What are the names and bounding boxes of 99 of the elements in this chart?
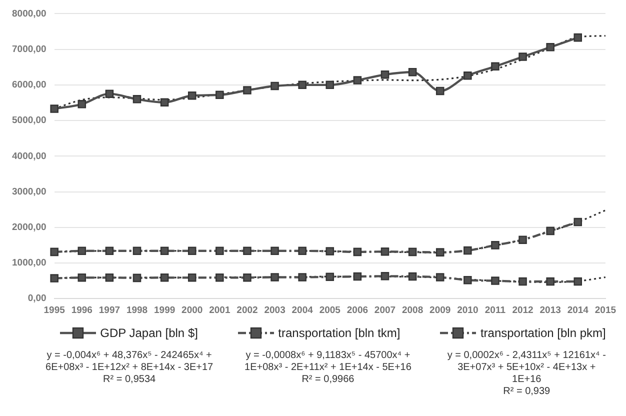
point [326,80,334,90]
y-tick-label: 4000,00 [12,150,46,162]
point [518,236,527,244]
point [50,248,58,256]
point [546,226,554,236]
x-tick-label: 2004 [292,304,314,316]
text: R² = 0,939 [502,386,552,398]
point [78,246,86,256]
x-tick-label: 2013 [540,304,561,316]
x-tick-label: 2008 [402,304,424,316]
point [464,72,472,80]
point [353,248,362,256]
x-tick-label: 2000 [182,304,203,316]
point [132,95,142,104]
point [216,246,224,256]
x-tick-label: 1999 [154,304,176,316]
y-tick-label: 5000,00 [12,115,46,126]
point [50,274,58,282]
x-tick-label: 1998 [126,304,148,316]
point [353,272,362,281]
point [243,86,252,94]
point [408,272,417,281]
point [78,273,86,282]
point [216,273,224,282]
point [436,86,444,96]
point [491,241,500,250]
point [353,76,362,84]
x-tick-label: 2011 [484,304,506,316]
text: R² = 0,9534 [102,374,157,386]
x-tick-label: 1997 [98,304,120,316]
point [574,277,582,286]
x-tick-label: 1996 [71,304,92,316]
point [132,246,142,256]
point [188,246,196,256]
point [491,62,500,71]
text: y = 0,0002x⁶ - 2,4311x⁵ + 12161x⁴ - 3E+07x³ + 5E+10x² - 4E+13x + 1E+16 [446,350,607,386]
legend-label: GDP Japan [bln $] [100,326,198,340]
x-tick-label: 2010 [457,304,478,316]
point [380,70,390,79]
point [270,246,279,256]
point [326,272,334,282]
point [78,100,86,108]
point [436,248,444,256]
point [105,273,114,282]
x-tick-label: 2002 [236,304,258,316]
point [298,273,306,282]
point [464,276,472,284]
point [105,246,114,256]
point [270,82,279,90]
x-tick-label: 2001 [209,304,231,316]
point [270,273,279,282]
point [380,247,390,256]
x-tick-label: 1995 [44,304,66,316]
point [408,248,417,256]
point [132,274,142,282]
point [160,98,169,107]
point [408,68,417,76]
point [298,80,306,90]
x-tick-label: 2007 [374,304,396,316]
point [298,246,306,256]
point [243,246,252,256]
legend-label: transportation [bln pkm] [480,326,606,340]
point [546,277,554,286]
x-tick-label: 2003 [264,304,286,316]
x-tick-label: 2005 [319,304,342,316]
point [326,247,334,256]
point [436,273,444,282]
text: y = -0,004x⁶ + 48,376x⁵ - 242465x⁴ + 6E+08x³ - 1E+12x² + 8E+14x - 3E+17 [45,350,214,374]
y-tick-label: 7000,00 [12,44,46,55]
point [464,246,472,255]
text: R² = 0,9966 [300,374,356,386]
y-tick-label: 3000,00 [12,186,46,198]
point [160,246,169,256]
point [50,104,58,113]
point [491,276,500,285]
point [518,277,527,286]
point [243,273,252,282]
legend-label: transportation [bln tkm] [278,326,400,340]
y-tick-label: 8000,00 [12,8,46,20]
point [188,273,196,282]
x-tick-label: 2014 [567,304,590,316]
x-tick-label: 2006 [346,304,368,316]
y-tick-label: 1000,00 [12,258,46,269]
text: y = -0,0008x⁶ + 9,1183x⁵ - 45700x⁴ + 1E+08x³ - 2E+11x² + 1E+14x - 5E+16 [244,350,412,374]
y-tick-label: 2000,00 [12,222,46,233]
point [380,272,390,280]
point [574,218,582,226]
point [216,90,224,100]
point [188,91,196,100]
point [518,52,527,61]
point [546,43,554,52]
point [160,273,169,282]
x-tick-label: 2012 [512,304,534,316]
point [574,33,582,42]
x-tick-label: 2015 [594,304,617,316]
x-tick-label: 2009 [430,304,451,316]
y-tick-label: 0,00 [28,293,46,304]
y-tick-label: 6000,00 [12,80,46,91]
point [105,90,114,98]
